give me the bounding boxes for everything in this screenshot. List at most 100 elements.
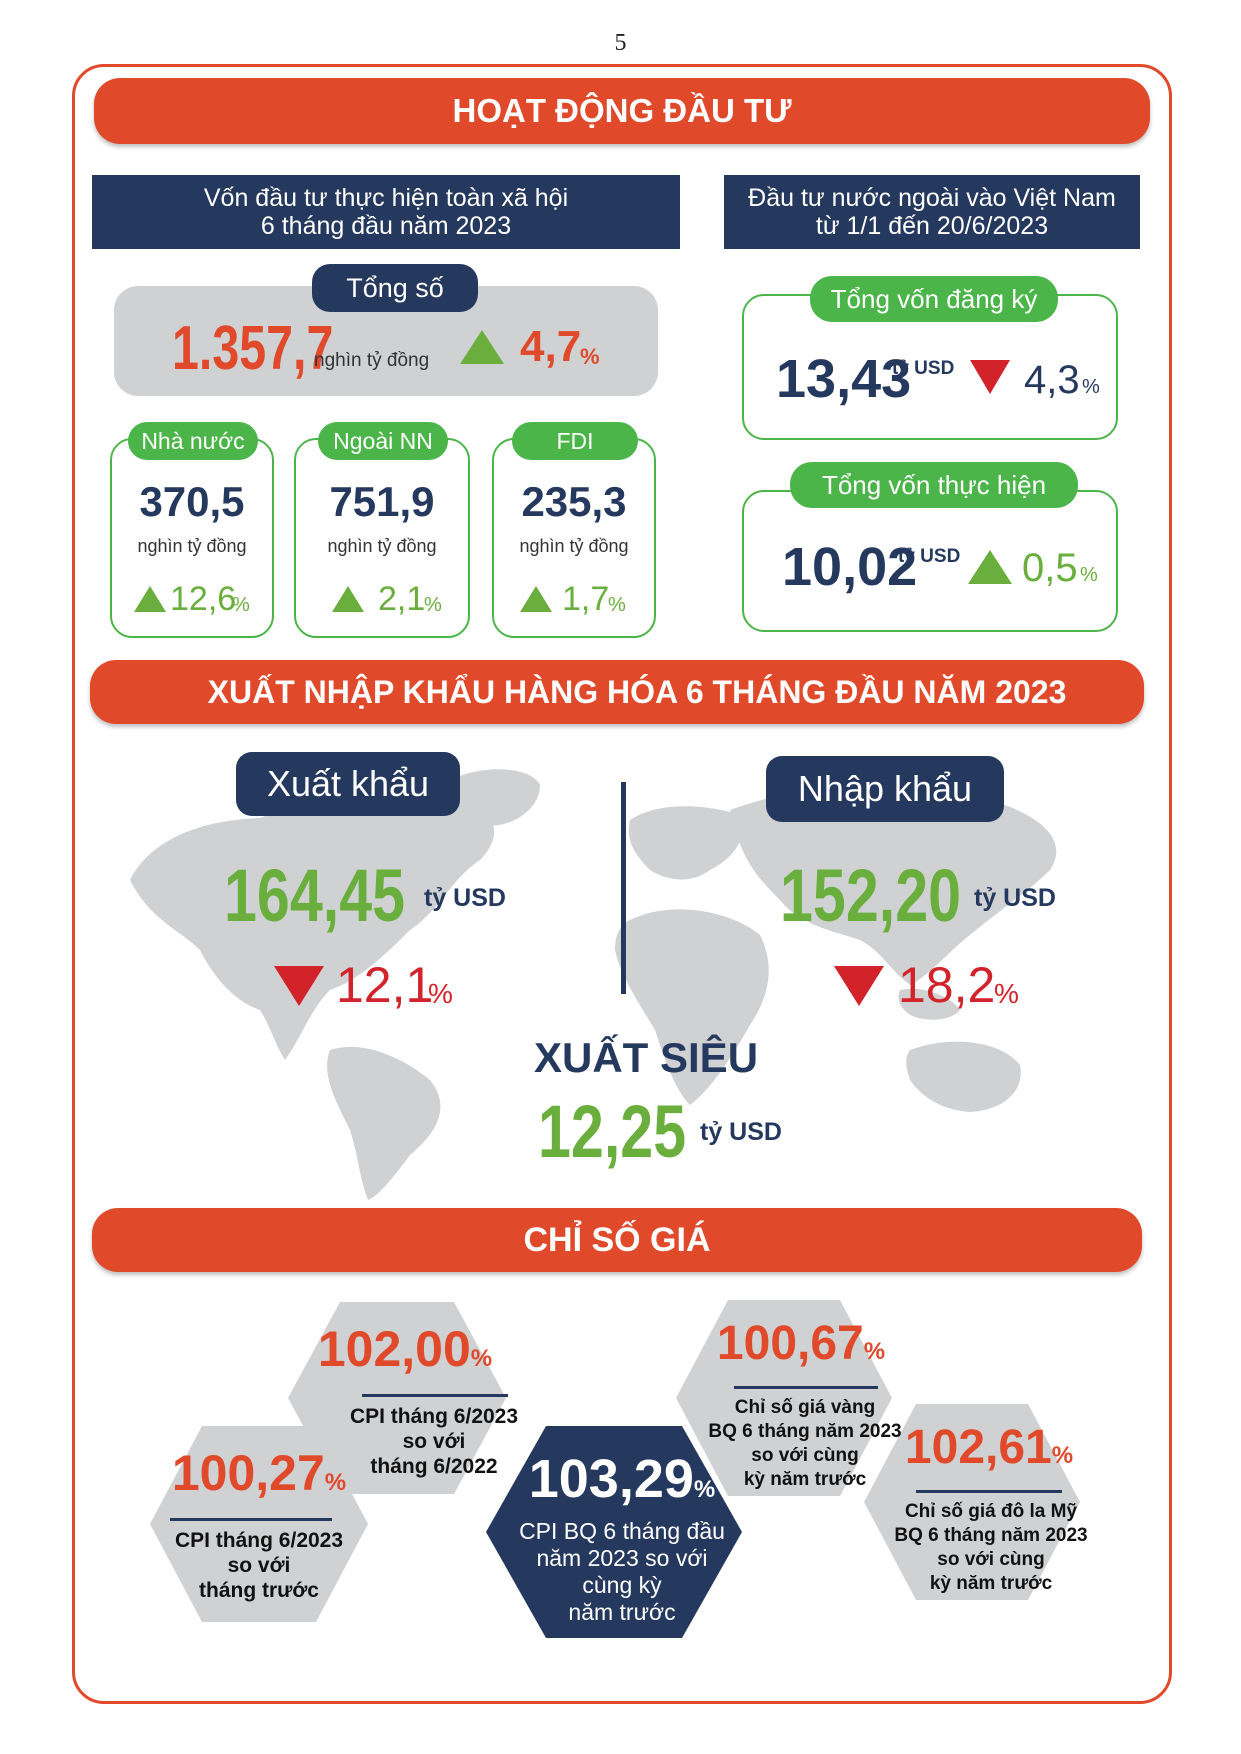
fdi-registered-value: 13,43 [776, 349, 912, 409]
fdi-implemented-up-icon [968, 550, 1012, 584]
fdi-registered-down-icon [970, 360, 1010, 394]
sector-unit-state: nghìn tỷ đồng [137, 536, 247, 556]
sector-change-non-state-percent: % [424, 594, 442, 616]
price-percent-cpi-month: % [324, 1469, 347, 1496]
fdi-registered-label: Tổng vốn đăng ký [810, 276, 1058, 322]
hexagon-cpi-month [150, 1426, 368, 1622]
total-value: 1.357,7 [172, 314, 334, 383]
total-social-header-line2: 6 tháng đầu năm 2023 [260, 212, 512, 240]
total-up-arrow-icon [460, 330, 504, 364]
export-unit: tỷ USD [424, 884, 506, 912]
price-item-cpi-avg: 103,29% [500, 1448, 744, 1510]
export-down-icon [274, 966, 324, 1006]
price-desc-usd-line1: Chỉ số giá đô la Mỹ [904, 1501, 1078, 1522]
total-change: 4,7 [520, 322, 582, 371]
price-value-gold: 100,67 [716, 1317, 864, 1370]
price-item-cpi-month: 100,27% [150, 1444, 368, 1502]
sector-card-non-state [294, 438, 470, 638]
price-desc-cpi-avg-line1: CPI BQ 6 tháng đầu [519, 1518, 725, 1544]
prices-banner: CHỈ SỐ GIÁ [92, 1208, 1142, 1272]
price-percent-gold: % [863, 1338, 886, 1365]
price-rule-gold [734, 1386, 878, 1389]
fdi-implemented-value: 10,02 [782, 537, 918, 597]
price-desc-usd-line4: kỳ năm trước [929, 1573, 1053, 1594]
trade-divider [621, 782, 626, 994]
price-desc-cpi-avg-line3: cùng kỳ [582, 1572, 662, 1598]
total-label: Tổng số [312, 264, 478, 312]
total-change-percent: % [580, 344, 600, 369]
sector-fdi-up-icon [520, 586, 552, 612]
fdi-registered-unit: tỷ USD [892, 358, 955, 379]
price-desc-gold-line1: Chỉ số giá vàng [734, 1397, 876, 1418]
price-desc-cpi-year-line1: CPI tháng 6/2023 [349, 1405, 519, 1428]
price-desc-gold-line3: so với cùng [751, 1445, 859, 1466]
hexagon-cpi-avg [486, 1426, 742, 1638]
fdi-header-line1: Đầu tư nước ngoài vào Việt Nam [748, 184, 1116, 212]
fdi-registered-percent: % [1082, 376, 1100, 398]
price-desc-gold-line4: kỳ năm trước [743, 1469, 867, 1490]
sector-change-non-state: 2,1 [378, 580, 426, 618]
sector-state-up-icon [134, 586, 166, 612]
sector-value-non-state: 751,9 [329, 478, 435, 525]
import-percent: % [994, 978, 1019, 1009]
price-rule-cpi-year [362, 1394, 508, 1397]
price-item-gold: 100,67% [696, 1316, 906, 1371]
sector-change-state: 12,6 [170, 580, 237, 618]
export-change: 12,1 [336, 957, 434, 1013]
price-value-usd: 102,61 [904, 1421, 1052, 1474]
import-down-icon [834, 966, 884, 1006]
fdi-implemented-change: 0,5 [1022, 546, 1078, 590]
sector-change-state-percent: % [232, 594, 250, 616]
export-percent: % [428, 978, 453, 1009]
sector-change-fdi: 1,7 [562, 580, 610, 618]
import-change: 18,2 [898, 957, 996, 1013]
sector-change-fdi-percent: % [608, 594, 626, 616]
price-rule-usd [916, 1490, 1062, 1493]
fdi-implemented-percent: % [1080, 564, 1098, 586]
price-desc-cpi-month-line1: CPI tháng 6/2023 [174, 1529, 344, 1552]
surplus-value: 12,25 [538, 1090, 687, 1173]
price-desc-cpi-year: CPI tháng 6/2023 so với tháng 6/2022 [334, 1404, 534, 1479]
price-value-cpi-month: 100,27 [171, 1445, 325, 1501]
investment-banner: HOẠT ĐỘNG ĐẦU TƯ [94, 78, 1150, 144]
price-value-cpi-avg: 103,29 [528, 1449, 694, 1509]
price-item-cpi-year: 102,00% [296, 1320, 514, 1378]
sector-value-state: 370,5 [139, 478, 245, 525]
import-label: Nhập khẩu [766, 756, 1004, 822]
sector-label-fdi: FDI [512, 422, 638, 460]
hexagon-usd [864, 1404, 1080, 1600]
price-desc-gold: Chỉ số giá vàng BQ 6 tháng năm 2023 so v… [694, 1396, 916, 1492]
page-number: 5 [614, 30, 627, 56]
price-desc-cpi-avg-line4: năm trước [568, 1599, 676, 1625]
fdi-registered-change: 4,3 [1024, 358, 1080, 402]
world-map-icon [130, 769, 1057, 1200]
price-desc-usd: Chỉ số giá đô la Mỹ BQ 6 tháng năm 2023 … [880, 1500, 1102, 1596]
sector-unit-fdi: nghìn tỷ đồng [519, 536, 629, 556]
price-desc-cpi-avg-line2: năm 2023 so với [536, 1545, 708, 1571]
total-social-header: Vốn đầu tư thực hiện toàn xã hội 6 tháng… [92, 175, 680, 249]
price-desc-usd-line3: so với cùng [937, 1549, 1045, 1570]
price-desc-cpi-month-line2: so với [227, 1554, 291, 1577]
total-social-header-line1: Vốn đầu tư thực hiện toàn xã hội [203, 184, 569, 212]
price-percent-cpi-avg: % [693, 1476, 716, 1503]
fdi-implemented-unit: tỷ USD [898, 546, 961, 567]
price-desc-cpi-month-line3: tháng trước [199, 1579, 319, 1602]
surplus-label: XUẤT SIÊU [534, 1034, 759, 1081]
sector-value-fdi: 235,3 [521, 478, 627, 525]
export-label: Xuất khẩu [236, 752, 460, 816]
sector-non-state-up-icon [332, 586, 364, 612]
price-value-cpi-year: 102,00 [317, 1321, 471, 1377]
sector-label-state: Nhà nước [128, 422, 258, 460]
trade-banner-text: XUẤT NHẬP KHẨU HÀNG HÓA 6 THÁNG ĐẦU NĂM … [207, 673, 1067, 710]
price-desc-cpi-month: CPI tháng 6/2023 so với tháng trước [150, 1528, 368, 1603]
price-percent-cpi-year: % [470, 1345, 493, 1372]
trade-banner: XUẤT NHẬP KHẨU HÀNG HÓA 6 THÁNG ĐẦU NĂM … [90, 660, 1144, 724]
import-unit: tỷ USD [974, 884, 1056, 912]
price-desc-cpi-avg: CPI BQ 6 tháng đầu năm 2023 so với cùng … [500, 1518, 744, 1626]
sector-label-non-state: Ngoài NN [318, 422, 448, 460]
total-unit: nghìn tỷ đồng [314, 350, 430, 371]
page-frame [72, 64, 1172, 1704]
hexagon-cpi-year [288, 1302, 506, 1494]
price-desc-cpi-year-line3: tháng 6/2022 [370, 1455, 498, 1478]
import-value: 152,20 [780, 854, 962, 937]
